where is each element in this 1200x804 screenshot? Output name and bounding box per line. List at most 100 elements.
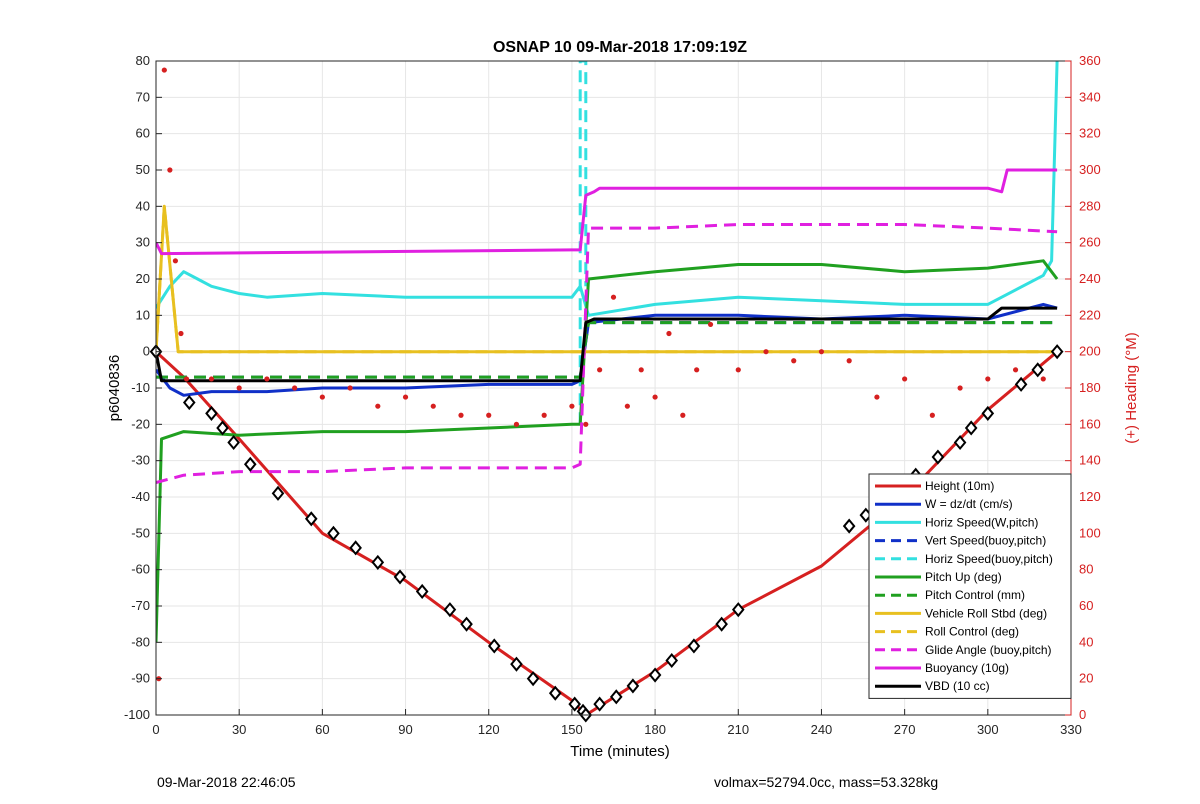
height-marker xyxy=(393,569,407,585)
heading-point xyxy=(513,421,520,427)
legend-entry: Height (10m) xyxy=(925,479,994,493)
heading-point xyxy=(236,385,242,391)
height-marker xyxy=(415,583,429,600)
height-marker xyxy=(648,667,662,683)
height-marker xyxy=(510,656,523,672)
y-tick-label-left: -80 xyxy=(131,634,150,649)
height-marker xyxy=(953,434,967,451)
height-marker xyxy=(182,394,196,411)
series-w-dz-dt-cm-s xyxy=(156,302,1058,397)
heading-point xyxy=(985,376,991,382)
legend-entry: Roll Control (deg) xyxy=(925,625,1019,639)
height-marker xyxy=(349,540,362,556)
height-marker xyxy=(1050,344,1064,360)
y-tick-label-left: -10 xyxy=(131,380,150,395)
x-tick-label: 270 xyxy=(894,722,916,737)
heading-point xyxy=(666,330,672,337)
legend-entry: Vehicle Roll Stbd (deg) xyxy=(925,606,1047,620)
height-marker xyxy=(371,554,385,570)
height-marker xyxy=(981,405,995,421)
heading-point xyxy=(1012,367,1019,373)
heading-point xyxy=(458,412,464,418)
height-marker xyxy=(842,518,856,534)
legend-entry: Buoyancy (10g) xyxy=(925,661,1009,675)
chart-title: OSNAP 10 09-Mar-2018 17:09:19Z xyxy=(493,39,747,56)
heading-point xyxy=(319,394,325,400)
legend-entry: Vert Speed(buoy,pitch) xyxy=(925,534,1046,548)
height-marker xyxy=(731,602,745,618)
height-marker xyxy=(568,696,581,712)
y-tick-label-right: 160 xyxy=(1079,416,1101,431)
height-marker xyxy=(931,449,945,465)
y-tick-label-left: -60 xyxy=(131,562,150,577)
heading-point xyxy=(818,349,825,355)
y-tick-label-left: 60 xyxy=(136,126,150,141)
height-marker xyxy=(593,696,606,712)
height-marker xyxy=(626,678,640,694)
series-horiz-speed-w-pitch xyxy=(156,61,1059,317)
heading-point xyxy=(430,403,436,409)
y-tick-label-left: 0 xyxy=(143,344,150,359)
x-tick-label: 210 xyxy=(727,722,749,737)
series-glide-angle-buoy-pitch xyxy=(156,223,1058,484)
heading-point xyxy=(694,367,700,373)
y-axis-label-left: p6040836 xyxy=(106,355,123,422)
heading-point xyxy=(347,385,353,391)
y-tick-label-left: 30 xyxy=(136,235,150,250)
y-tick-label-right: 360 xyxy=(1079,53,1101,68)
heading-point xyxy=(292,385,298,391)
series-vbd-10-cc xyxy=(156,306,1058,383)
y-tick-label-left: -20 xyxy=(131,416,150,431)
y-tick-label-left: -70 xyxy=(131,598,150,613)
height-marker xyxy=(304,511,318,527)
height-marker xyxy=(271,485,285,501)
heading-point xyxy=(569,403,575,409)
y-tick-label-left: 40 xyxy=(136,198,150,213)
heading-point xyxy=(874,394,880,400)
heading-point xyxy=(597,367,603,373)
height-marker xyxy=(243,456,257,472)
footer-timestamp: 09-Mar-2018 22:46:05 xyxy=(157,774,296,790)
legend-entry: VBD (10 cc) xyxy=(925,679,990,693)
height-marker xyxy=(327,525,340,541)
x-tick-label: 0 xyxy=(152,722,159,737)
y-tick-label-right: 20 xyxy=(1079,671,1093,686)
heading-point xyxy=(183,376,190,382)
y-tick-label-left: 70 xyxy=(136,89,150,104)
heading-point xyxy=(929,412,935,418)
heading-point xyxy=(610,294,617,300)
osnap-chart: 0 30 60 90 120 150 180 210 240 270 300 330-100-90-8… xyxy=(106,39,1140,760)
height-marker xyxy=(487,638,501,654)
heading-point xyxy=(680,412,686,418)
heading-point xyxy=(957,385,963,391)
y-tick-label-left: 80 xyxy=(136,53,150,68)
x-tick-label: 180 xyxy=(644,722,666,737)
heading-point xyxy=(541,412,547,418)
legend-entry: Horiz Speed(W,pitch) xyxy=(925,515,1038,529)
heading-point xyxy=(172,258,179,264)
axes-layer: 0 30 60 90 120 150 180 210 240 270 300 330-100-90-8… xyxy=(124,53,1101,737)
height-marker xyxy=(715,616,728,632)
legend: Height (10m) W = dz/dt (cm/s) Horiz Speed(… xyxy=(868,473,1072,699)
height-markers xyxy=(149,344,1064,723)
heading-point xyxy=(583,421,589,427)
y-tick-label-left: -100 xyxy=(124,707,150,722)
heading-point xyxy=(902,376,908,382)
y-tick-label-left: 10 xyxy=(136,307,150,322)
x-axis-label: Time (minutes) xyxy=(570,743,669,760)
height-marker xyxy=(526,671,540,687)
y-axis-label-right: (+) Heading (°M) xyxy=(1123,332,1140,443)
y-tick-label-right: 260 xyxy=(1079,235,1101,250)
heading-point xyxy=(375,403,381,409)
x-tick-label: 120 xyxy=(478,722,500,737)
x-tick-label: 150 xyxy=(561,722,583,737)
y-tick-label-right: 0 xyxy=(1079,707,1086,722)
height-marker xyxy=(205,405,218,421)
height-marker xyxy=(687,638,701,654)
heading-point xyxy=(208,376,215,382)
series-buoyancy-10g xyxy=(156,168,1058,256)
y-tick-label-left: 20 xyxy=(136,271,150,286)
y-tick-label-right: 60 xyxy=(1079,598,1093,613)
y-tick-label-left: 50 xyxy=(136,162,150,177)
legend-box xyxy=(868,473,1072,699)
